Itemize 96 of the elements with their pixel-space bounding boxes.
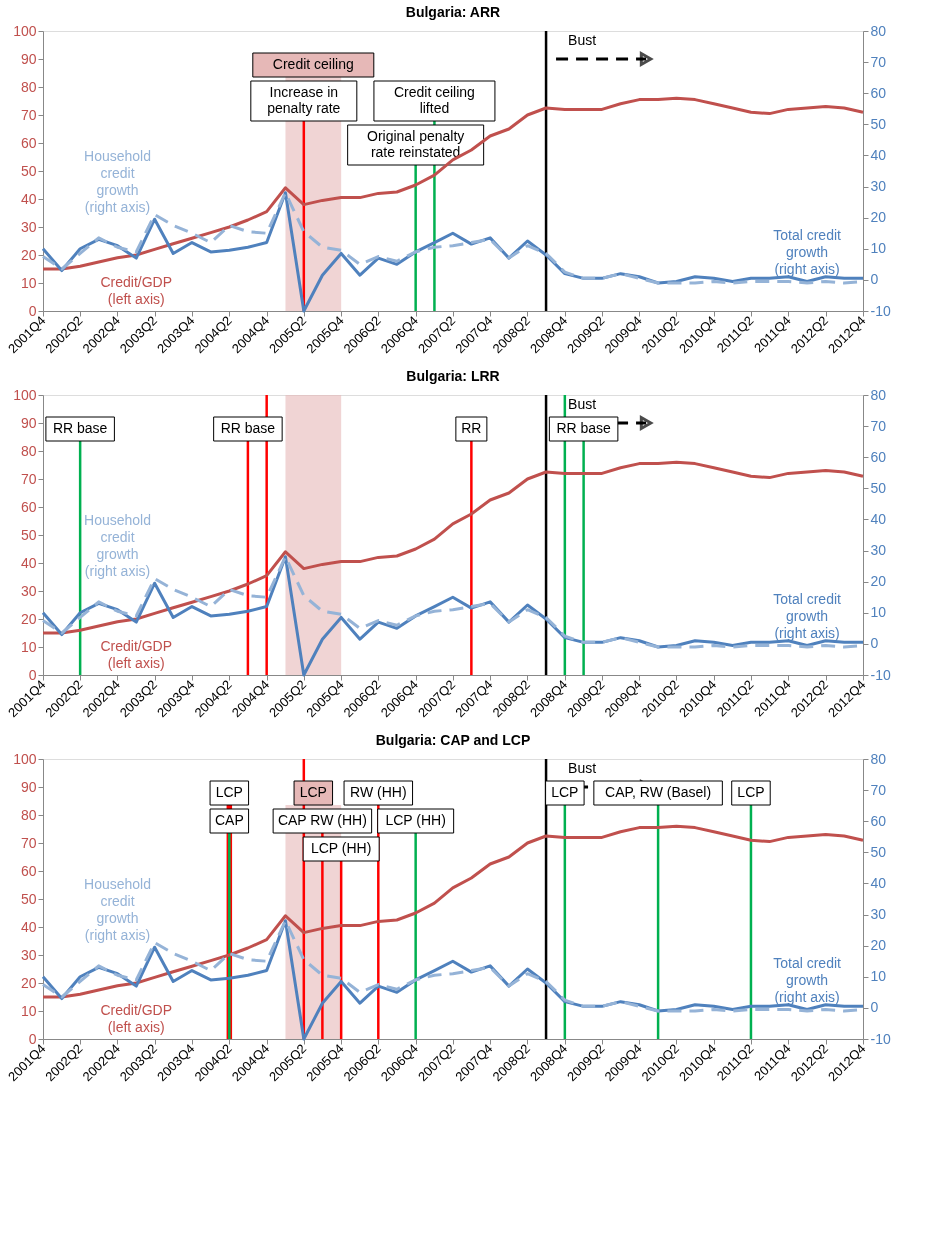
chart-title: Bulgaria: ARR — [405, 4, 501, 20]
y2-tick-label: 70 — [870, 417, 887, 434]
y-tick-label: 60 — [20, 862, 37, 879]
ref-line-label: RR base — [220, 420, 276, 436]
series-label: Total credit growth (right axis) — [773, 955, 842, 1006]
y2-tick-label: 10 — [870, 240, 887, 257]
y-tick-label: 0 — [28, 302, 37, 319]
series-label: Credit/GDP (left axis) — [100, 1002, 173, 1035]
y-tick-label: 10 — [20, 638, 37, 655]
ref-line-label: RW (HH) — [350, 784, 407, 800]
y-tick-label: 0 — [28, 666, 37, 683]
ref-line-label: LCP — [551, 784, 579, 800]
y2-tick-label: 30 — [870, 178, 887, 195]
y-tick-label: 70 — [20, 834, 37, 851]
ref-line-label: LCP (HH) — [385, 812, 446, 828]
series-label: Total credit growth (right axis) — [773, 591, 842, 642]
y2-tick-label: 60 — [870, 84, 887, 101]
y-tick-label: 50 — [20, 526, 37, 543]
y-tick-label: 80 — [20, 442, 37, 459]
ref-line-label: LCP (HH) — [310, 840, 372, 856]
series-label: Credit/GDP (left axis) — [100, 638, 173, 671]
chart-title: Bulgaria: CAP and LCP — [375, 732, 531, 748]
y2-tick-label: 80 — [870, 750, 887, 767]
y2-tick-label: -10 — [870, 302, 891, 319]
ref-line-label: Bust — [568, 32, 597, 48]
ref-line-label: Original penalty rate reinstated — [367, 128, 465, 160]
y2-tick-label: 50 — [870, 843, 887, 860]
y-tick-label: 100 — [13, 386, 37, 403]
y2-tick-label: 50 — [870, 115, 887, 132]
y2-tick-label: 20 — [870, 573, 887, 590]
y-tick-label: 0 — [28, 1030, 37, 1047]
series-label: Household credit growth (right axis) — [84, 148, 151, 216]
ref-line-label: LCP — [215, 784, 243, 800]
y-tick-label: 70 — [20, 470, 37, 487]
y-tick-label: 10 — [20, 1002, 37, 1019]
y2-tick-label: 60 — [870, 812, 887, 829]
y2-tick-label: -10 — [870, 666, 891, 683]
ref-line-label: Bust — [568, 760, 597, 776]
y2-tick-label: 60 — [870, 448, 887, 465]
y2-tick-label: 10 — [870, 604, 887, 621]
y-tick-label: 30 — [20, 946, 37, 963]
series-label: Total credit growth (right axis) — [773, 227, 842, 278]
ref-line-label: Increase in penalty rate — [267, 84, 341, 116]
ref-line-label: RR base — [556, 420, 612, 436]
y2-tick-label: 10 — [870, 968, 887, 985]
series-label: Household credit growth (right axis) — [84, 876, 151, 944]
ref-line-label: CAP, RW (Basel) — [605, 784, 712, 800]
series-label: Household credit growth (right axis) — [84, 512, 151, 580]
chart-title: Bulgaria: LRR — [406, 368, 500, 384]
y-tick-label: 30 — [20, 218, 37, 235]
y-tick-label: 70 — [20, 106, 37, 123]
y-tick-label: 100 — [13, 750, 37, 767]
y-tick-label: 30 — [20, 582, 37, 599]
y2-tick-label: 40 — [870, 146, 887, 163]
y-tick-label: 20 — [20, 246, 37, 263]
y2-tick-label: 30 — [870, 906, 887, 923]
y2-tick-label: 0 — [870, 999, 879, 1016]
series-label: Credit/GDP (left axis) — [100, 274, 173, 307]
y-tick-label: 10 — [20, 274, 37, 291]
y2-tick-label: 70 — [870, 781, 887, 798]
y-tick-label: 60 — [20, 134, 37, 151]
y2-tick-label: 20 — [870, 937, 887, 954]
y2-tick-label: 40 — [870, 510, 887, 527]
y-tick-label: 80 — [20, 806, 37, 823]
y-tick-label: 40 — [20, 554, 37, 571]
ref-line-label: CAP RW (HH) — [277, 812, 367, 828]
y-tick-label: 80 — [20, 78, 37, 95]
y-tick-label: 100 — [13, 22, 37, 39]
ref-line-label: CAP — [214, 812, 244, 828]
ref-line-label: Bust — [568, 396, 597, 412]
y-tick-label: 20 — [20, 610, 37, 627]
y-tick-label: 50 — [20, 162, 37, 179]
y-tick-label: 20 — [20, 974, 37, 991]
y-tick-label: 90 — [20, 50, 37, 67]
y-tick-label: 40 — [20, 918, 37, 935]
y2-tick-label: 40 — [870, 874, 887, 891]
band-label: LCP — [299, 784, 327, 800]
y-tick-label: 90 — [20, 414, 37, 431]
y2-tick-label: 0 — [870, 635, 879, 652]
y2-tick-label: 50 — [870, 479, 887, 496]
y-tick-label: 40 — [20, 190, 37, 207]
ref-line-label: Credit ceiling lifted — [393, 84, 475, 116]
band-label: Credit ceiling — [272, 56, 354, 72]
y2-tick-label: 70 — [870, 53, 887, 70]
y2-tick-label: 0 — [870, 271, 879, 288]
ref-line-label: LCP — [737, 784, 765, 800]
y-tick-label: 50 — [20, 890, 37, 907]
y2-tick-label: 20 — [870, 209, 887, 226]
y-tick-label: 60 — [20, 498, 37, 515]
ref-line-label: RR — [461, 420, 482, 436]
y2-tick-label: 80 — [870, 22, 887, 39]
y2-tick-label: 80 — [870, 386, 887, 403]
y2-tick-label: -10 — [870, 1030, 891, 1047]
y-tick-label: 90 — [20, 778, 37, 795]
y2-tick-label: 30 — [870, 542, 887, 559]
ref-line-label: RR base — [52, 420, 108, 436]
